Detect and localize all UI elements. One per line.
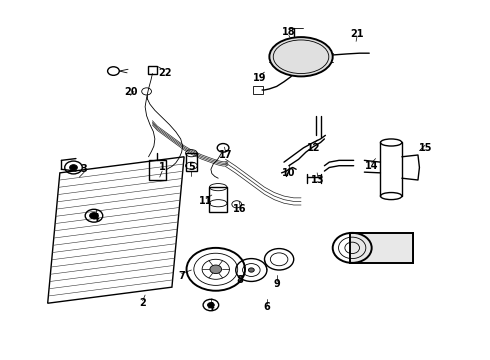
Text: 7: 7: [178, 271, 185, 282]
Text: 14: 14: [365, 161, 378, 171]
Text: 15: 15: [418, 143, 432, 153]
Circle shape: [248, 268, 254, 272]
Bar: [350, 233, 413, 263]
Bar: [148, 160, 166, 180]
Text: 19: 19: [253, 73, 267, 83]
Bar: [253, 86, 263, 94]
Text: 22: 22: [158, 68, 172, 78]
Text: 13: 13: [311, 175, 325, 185]
Text: 21: 21: [350, 28, 364, 39]
Text: 4: 4: [208, 302, 214, 312]
Text: 9: 9: [273, 279, 280, 289]
Text: 3: 3: [81, 164, 88, 174]
Text: 20: 20: [124, 87, 137, 98]
Circle shape: [90, 212, 98, 219]
Bar: [209, 187, 227, 212]
Text: 5: 5: [188, 162, 195, 172]
Text: 4: 4: [93, 212, 100, 222]
Text: 2: 2: [139, 298, 146, 308]
Text: 1: 1: [159, 162, 166, 172]
Circle shape: [210, 265, 221, 274]
Text: 10: 10: [282, 168, 295, 178]
Text: 16: 16: [233, 203, 247, 213]
Text: 12: 12: [306, 143, 320, 153]
Bar: [186, 153, 197, 171]
Circle shape: [207, 302, 214, 307]
Circle shape: [70, 165, 77, 170]
Text: 11: 11: [199, 197, 213, 206]
Bar: [147, 66, 157, 73]
Text: 18: 18: [282, 27, 295, 37]
Text: 6: 6: [264, 302, 270, 312]
Text: 17: 17: [219, 150, 232, 160]
Text: 8: 8: [237, 275, 244, 285]
Ellipse shape: [270, 37, 333, 76]
